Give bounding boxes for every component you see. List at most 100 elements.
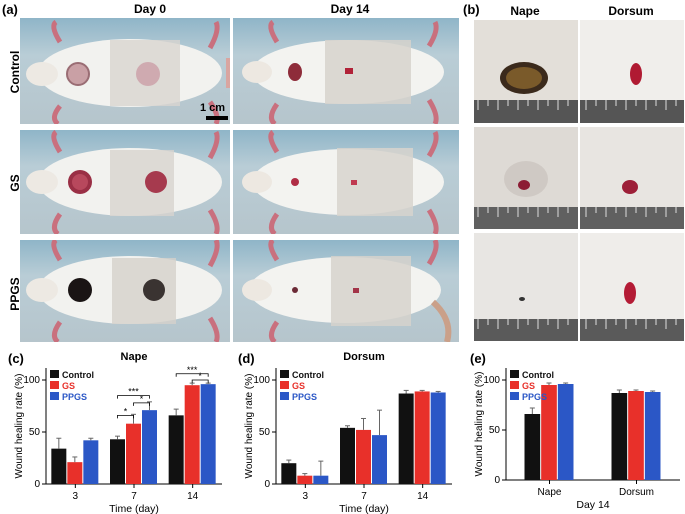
photo-ppgs-day14 [233,240,459,342]
y-axis-label: Wound healing rate (%) [14,374,25,479]
bar-gs [356,429,371,484]
bar-control [340,427,355,484]
y-tick-label: 0 [264,479,270,490]
column-header-day14: Day 14 [330,2,370,16]
bar-control [168,415,184,484]
scale-bar-label: 1 cm [200,102,226,114]
significance-marker: * [124,406,128,416]
y-tick-label: 0 [494,475,500,486]
panel-label-c: (c) [8,351,24,366]
significance-marker: * [140,394,144,404]
legend-swatch [280,370,289,378]
chart-title: Nape [121,351,148,363]
significance-bracket [133,402,150,406]
bar-ppgs [557,384,574,480]
bar-control [51,448,67,484]
panel-label-a: (a) [2,2,18,17]
bar-gs [126,423,141,484]
bar-control [611,393,628,480]
photo-nape-control [474,20,578,123]
legend-swatch [50,370,59,378]
legend-swatch [50,381,59,389]
bar-gs [541,385,557,480]
bar-ppgs [142,410,157,484]
bar-control [398,393,414,484]
bar-ppgs [372,435,387,484]
bar-ppgs [313,475,329,484]
photo-control-day0: 1 cm [20,18,230,124]
y-tick-label: 50 [489,425,501,436]
x-tick-label: 3 [303,491,309,502]
photo-gs-day14 [233,130,459,234]
legend-label: GS [292,381,305,391]
photo-gs-day0 [20,130,230,234]
column-header-nape: Nape [510,4,540,18]
legend-label: Control [62,370,94,380]
y-tick-label: 100 [253,375,270,386]
legend-swatch [510,370,519,378]
legend-label: PPGS [292,392,317,402]
x-tick-label: 3 [73,491,79,502]
legend-label: GS [522,381,535,391]
bar-gs [628,391,644,480]
bar-gs [414,391,430,484]
y-tick-label: 100 [23,375,40,386]
x-axis-label: Time (day) [109,503,159,514]
significance-bracket [175,373,209,377]
y-tick-label: 50 [259,427,271,438]
x-tick-label: 7 [131,491,137,502]
y-axis-label: Wound healing rate (%) [244,374,255,479]
x-axis-label: Time (day) [339,503,389,514]
legend-swatch [50,392,59,400]
x-axis-label: Day 14 [576,499,609,511]
x-tick-label: 14 [417,491,429,502]
bar-ppgs [83,440,99,484]
legend-label: Control [292,370,324,380]
photo-dorsum-control [580,20,684,123]
bar-gs [297,475,313,484]
significance-bracket [117,414,134,419]
bar-gs [67,462,83,484]
photo-nape-gs [474,127,578,229]
legend-swatch [510,392,519,400]
significance-marker: *** [128,387,139,397]
bar-control [524,414,541,480]
significance-bracket [117,395,150,399]
significance-marker: * [198,371,202,381]
panel-label-b: (b) [463,2,480,17]
y-tick-label: 50 [29,427,41,438]
photo-ppgs-day0 [20,240,230,342]
bar-control [110,439,125,484]
x-tick-label: 7 [361,491,367,502]
panel-label-e: (e) [470,351,486,366]
legend-label: PPGS [522,392,547,402]
panel-label-d: (d) [238,351,255,366]
bar-control [281,463,297,484]
bar-gs [184,385,200,484]
bar-ppgs [200,384,216,484]
significance-bracket [191,379,209,383]
bar-ppgs [644,392,661,480]
x-tick-label: 14 [187,491,199,502]
column-header-dorsum: Dorsum [608,4,654,18]
x-tick-label: Nape [538,487,562,498]
column-header-day0: Day 0 [133,2,167,16]
scale-bar [206,116,228,120]
legend-swatch [280,392,289,400]
y-tick-label: 100 [483,375,500,386]
legend-label: Control [522,370,554,380]
y-tick-label: 0 [34,479,40,490]
legend-swatch [280,381,289,389]
chart-title: Dorsum [343,351,385,363]
x-tick-label: Dorsum [619,487,654,498]
legend-label: PPGS [62,392,87,402]
photo-dorsum-gs [580,127,684,229]
legend-label: GS [62,381,75,391]
significance-marker: *** [187,365,198,375]
photo-control-day14 [233,18,459,124]
legend-swatch [510,381,519,389]
photo-dorsum-ppgs [580,233,684,341]
